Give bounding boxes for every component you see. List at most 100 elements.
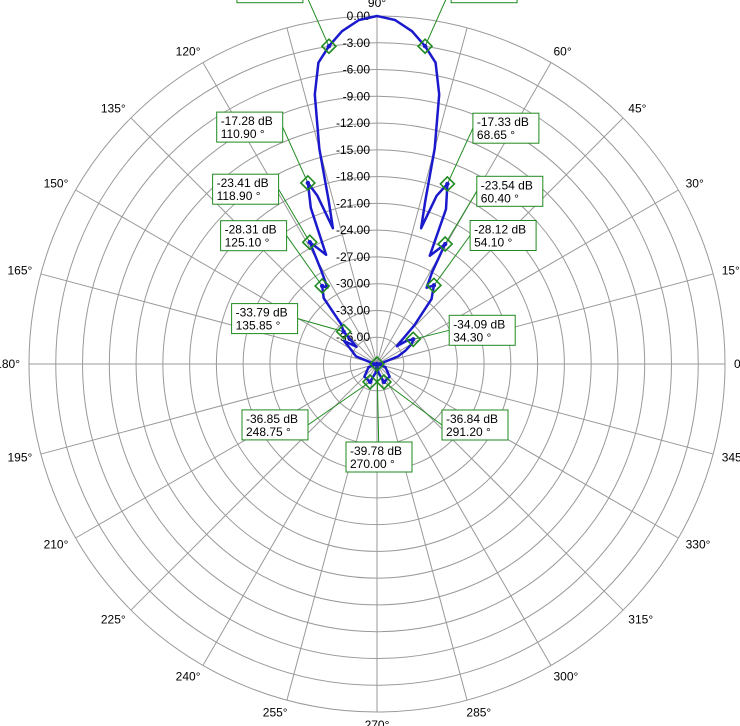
marker-label-box (441, 409, 509, 441)
angle-tick-label: 225° (101, 612, 126, 626)
marker-label-box (231, 303, 299, 335)
marker-point (431, 283, 437, 288)
marker-label-box (241, 409, 309, 441)
grid-spoke (376, 363, 552, 666)
marker-point (319, 283, 325, 289)
marker-angle-value: 270.00 ° (350, 457, 395, 471)
angle-tick-label: 210° (44, 538, 69, 552)
grid-spoke (376, 273, 714, 365)
marker-label-box (472, 112, 540, 144)
marker-angle-value: 248.75 ° (246, 425, 291, 439)
marker-label-box (448, 314, 516, 346)
angle-tick-label: 135° (101, 102, 126, 116)
grid-spoke (376, 189, 679, 365)
radial-tick-label: -9.00 (343, 89, 371, 103)
angle-tick-label: 255° (263, 706, 288, 720)
marker-db-value: -34.09 dB (453, 317, 505, 331)
radial-tick-label: -21.00 (336, 196, 370, 210)
angle-tick-label: 45° (628, 102, 646, 116)
angle-tick-label: 270° (365, 718, 390, 726)
marker-diamond (299, 174, 316, 192)
marker-point (381, 379, 387, 385)
marker-leader (307, 0, 330, 47)
angle-tick-label: 120° (176, 44, 201, 58)
grid-spoke (40, 273, 378, 365)
marker-db-value: -28.12 dB (474, 223, 526, 237)
marker-point (305, 180, 311, 186)
angle-tick-label: 330° (686, 538, 711, 552)
marker-label-box (216, 111, 284, 143)
grid-spoke (40, 363, 378, 455)
grid-spoke (376, 363, 468, 701)
marker-point (422, 44, 428, 49)
radial-tick-label: -18.00 (336, 170, 370, 184)
grid-spoke (75, 189, 378, 365)
pattern-trace (306, 14, 449, 384)
angle-tick-label: 30° (686, 177, 704, 191)
marker-leader (383, 381, 443, 426)
marker-point (307, 240, 312, 245)
marker-db-value: -17.28 dB (221, 114, 273, 128)
radial-tick-label: -30.00 (336, 277, 370, 291)
marker-leader (282, 126, 309, 184)
angle-tick-label: 180° (0, 357, 20, 371)
marker-db-value: -39.78 dB (350, 444, 402, 458)
marker-db-value: -36.84 dB (446, 412, 498, 426)
marker-angle-value: 98.60 ° (241, 0, 279, 2)
angle-tick-label: 15° (722, 264, 740, 278)
marker-leader (424, 0, 447, 47)
marker-db-value: -23.41 dB (217, 176, 269, 190)
marker-point (374, 361, 380, 367)
marker-leader (297, 318, 344, 333)
marker-diamond (437, 235, 454, 253)
marker-diamond (416, 38, 434, 55)
angle-tick-label: 315° (628, 612, 653, 626)
marker-diamond (320, 38, 338, 55)
marker-angle-value: 135.85 ° (236, 319, 281, 333)
marker-point (326, 44, 332, 49)
grid-spoke (130, 363, 378, 611)
radial-tick-label: -24.00 (336, 223, 370, 237)
marker-label-box (469, 220, 537, 251)
marker-angle-value: 118.90 ° (217, 189, 261, 203)
grid-spoke (376, 363, 624, 611)
pattern-markers: -2.98 dB98.60 °-2.98 dB81.40 °-17.28 dB1… (212, 0, 544, 473)
marker-angle-value: 125.10 ° (225, 236, 270, 250)
marker-db-value: -23.54 dB (481, 178, 533, 192)
radial-tick-label: -15.00 (336, 143, 370, 157)
grid-spoke (376, 363, 714, 455)
radial-tick-label: -33.00 (336, 304, 370, 318)
marker-angle-value: 291.20 ° (446, 425, 491, 439)
grid-spoke (376, 363, 679, 539)
marker-db-value: -36.85 dB (246, 412, 298, 426)
marker-label-box (345, 441, 413, 473)
grid-spoke (202, 363, 378, 666)
marker-diamond (335, 323, 352, 340)
angle-tick-label: 240° (176, 670, 201, 684)
angle-tick-label: 90° (368, 0, 386, 10)
marker-angle-value: 68.65 ° (477, 128, 515, 142)
marker-point (341, 329, 346, 334)
marker-label-box (236, 0, 304, 4)
grid-spoke (286, 27, 378, 365)
marker-diamond (368, 355, 386, 373)
angle-tick-label: 300° (554, 670, 579, 684)
angle-tick-label: 0° (734, 357, 740, 371)
marker-db-value: -28.31 dB (225, 223, 277, 237)
marker-point (367, 379, 373, 385)
marker-label-box (212, 173, 280, 205)
angle-tick-label: 60° (554, 44, 572, 58)
marker-angle-value: 81.40 ° (455, 0, 493, 2)
marker-point (445, 181, 450, 187)
radiation-pattern (306, 14, 449, 384)
radial-tick-label: -12.00 (336, 116, 370, 130)
angle-tick-label: 345° (722, 450, 740, 464)
marker-leader (286, 235, 323, 287)
marker-diamond (405, 331, 422, 348)
grid-spoke (376, 27, 468, 365)
marker-leader (307, 381, 371, 426)
marker-leader (444, 191, 478, 245)
marker-diamond (439, 175, 456, 193)
